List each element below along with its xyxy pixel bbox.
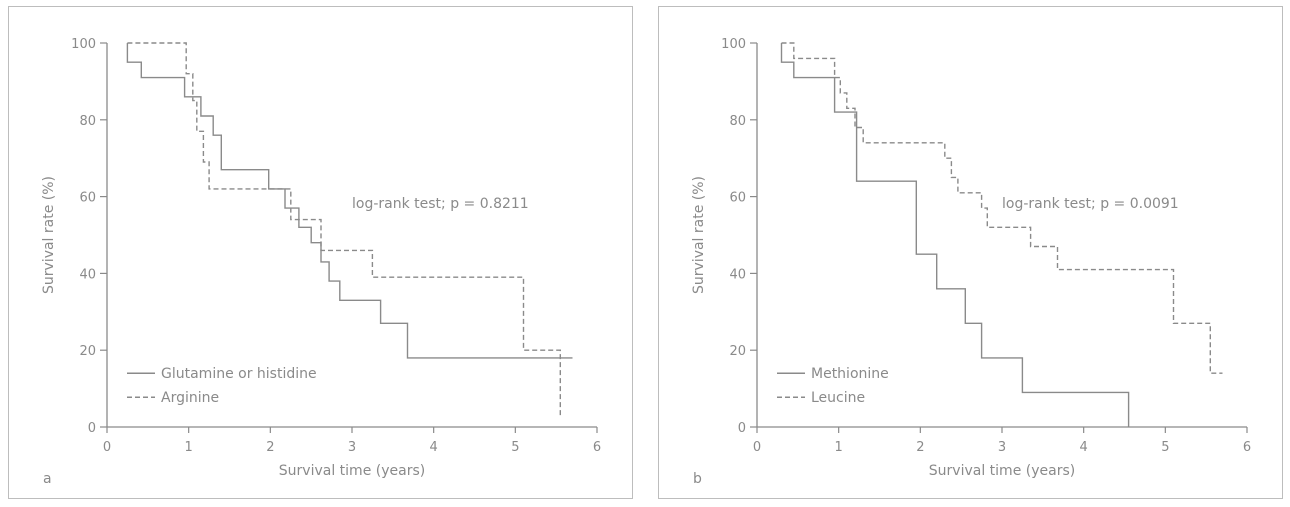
chart-b: 0 20 40 60 80 100 0 1 2 3 4 5 6 Survival time (years)…: [691, 37, 1251, 487]
y-tick-label: 80: [79, 114, 96, 129]
x-tick-label: 6: [1243, 440, 1251, 455]
y-tick-label: 100: [71, 37, 96, 52]
x-tick-label: 4: [1080, 440, 1088, 455]
survival-curve-leucine: [781, 42, 1223, 374]
y-axis-label: Survival rate (%): [41, 176, 57, 294]
y-axis-label: Survival rate (%): [691, 176, 707, 294]
x-tick-label: 2: [916, 440, 924, 455]
panel-letter: b: [693, 471, 702, 487]
log-rank-annotation: log-rank test; p = 0.0091: [1002, 196, 1179, 212]
y-tick-label: 60: [729, 191, 746, 206]
survival-curve-methionine: [780, 43, 1130, 427]
y-tick-label: 0: [738, 421, 746, 436]
chart-a: 0 20 40 60 80 100 0 1 2 3 4 5 6 Survival time (years)…: [41, 37, 601, 487]
x-tick-label: 2: [266, 440, 274, 455]
panel-letter: a: [43, 471, 52, 487]
legend-label: Glutamine or histidine: [161, 366, 317, 382]
x-tick-label: 3: [348, 440, 356, 455]
x-tick-label: 0: [103, 440, 111, 455]
y-tick-label: 40: [79, 267, 96, 282]
x-axis-label: Survival time (years): [929, 463, 1075, 479]
y-tick-label: 40: [729, 267, 746, 282]
chart-panel-b: 0 20 40 60 80 100 0 1 2 3 4 5 6 Survival time (years)…: [658, 6, 1283, 499]
x-tick-label: 3: [998, 440, 1006, 455]
y-tick-label: 100: [721, 37, 746, 52]
y-tick-label: 60: [79, 191, 96, 206]
y-tick-label: 20: [79, 344, 96, 359]
y-tick-label: 20: [729, 344, 746, 359]
x-tick-label: 0: [753, 440, 761, 455]
survival-curve-arginine: [127, 42, 561, 416]
x-tick-label: 1: [835, 440, 843, 455]
x-tick-label: 6: [593, 440, 601, 455]
y-tick-label: 0: [88, 421, 96, 436]
x-axis-label: Survival time (years): [279, 463, 425, 479]
chart-panel-a: 0 20 40 60 80 100 0 1 2 3 4 5 6 Survival time (years)…: [8, 6, 633, 499]
survival-curve-glutamine-or-histidine: [126, 43, 573, 359]
log-rank-annotation: log-rank test; p = 0.8211: [352, 196, 529, 212]
x-tick-label: 4: [430, 440, 438, 455]
legend-label: Arginine: [161, 390, 219, 406]
x-tick-label: 1: [185, 440, 193, 455]
y-tick-label: 80: [729, 114, 746, 129]
x-tick-label: 5: [1161, 440, 1169, 455]
legend-label: Methionine: [811, 366, 889, 382]
x-tick-label: 5: [511, 440, 519, 455]
legend-label: Leucine: [811, 390, 865, 406]
